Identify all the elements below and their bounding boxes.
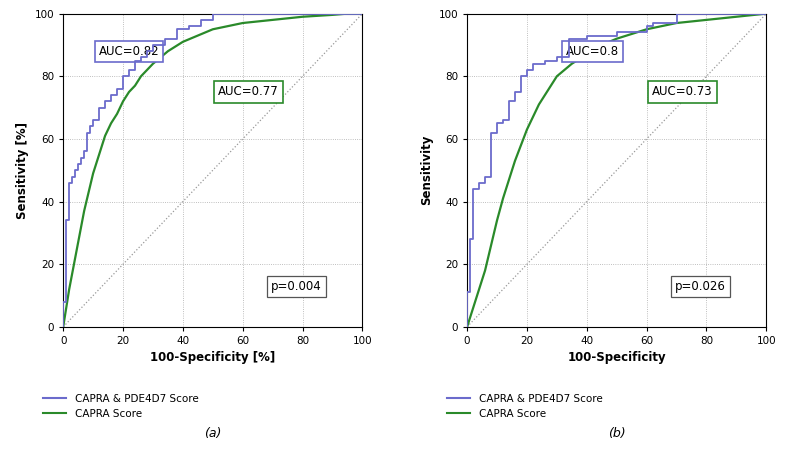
Legend: CAPRA & PDE4D7 Score, CAPRA Score: CAPRA & PDE4D7 Score, CAPRA Score (40, 390, 202, 423)
X-axis label: 100-Specificity: 100-Specificity (567, 351, 666, 365)
Text: p=0.004: p=0.004 (271, 280, 322, 293)
Text: AUC=0.73: AUC=0.73 (653, 85, 713, 99)
Y-axis label: Sensitivity [%]: Sensitivity [%] (16, 122, 29, 219)
Text: AUC=0.77: AUC=0.77 (218, 85, 279, 99)
X-axis label: 100-Specificity [%]: 100-Specificity [%] (150, 351, 276, 365)
Text: AUC=0.8: AUC=0.8 (566, 44, 619, 58)
Text: (a): (a) (204, 427, 221, 440)
Y-axis label: Sensitivity: Sensitivity (420, 135, 433, 206)
Text: (b): (b) (608, 427, 626, 440)
Text: AUC=0.82: AUC=0.82 (99, 44, 160, 58)
Text: p=0.026: p=0.026 (675, 280, 726, 293)
Legend: CAPRA & PDE4D7 Score, CAPRA Score: CAPRA & PDE4D7 Score, CAPRA Score (443, 390, 607, 423)
